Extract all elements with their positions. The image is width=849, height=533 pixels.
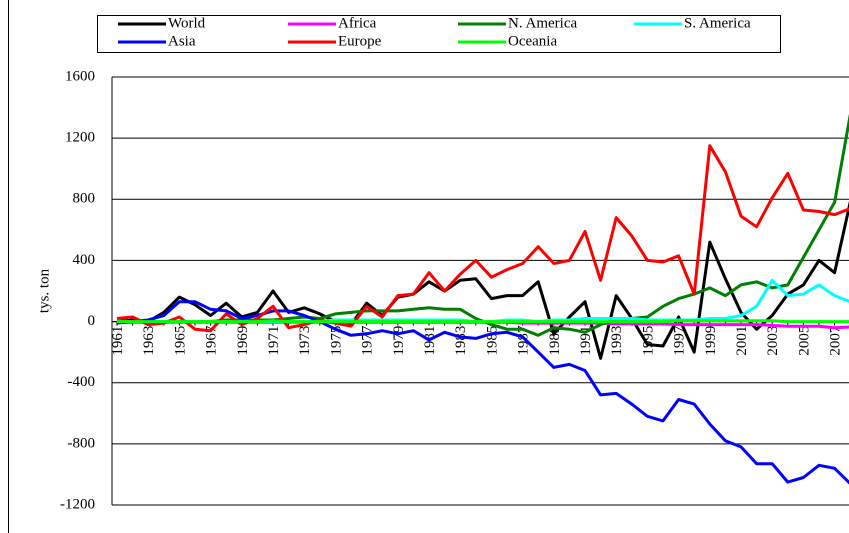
x-tick-label: 2001 [734,326,750,356]
y-tick-label: -400 [68,374,96,390]
y-axis-label: tys. ton [36,268,52,313]
y-tick-label: 1200 [65,130,95,146]
x-tick-label: 2005 [796,326,812,356]
y-tick-label: 400 [73,252,96,268]
x-tick-label: 1977 [360,325,376,356]
legend-label: Europe [338,33,382,49]
x-tick-label: 1971 [266,326,282,356]
y-tick-label: -1200 [60,496,95,512]
legend-label: S. America [684,15,751,31]
x-tick-label: 1973 [297,326,313,356]
x-tick-label: 1979 [391,326,407,356]
series-line [117,319,849,324]
x-tick-label: 1963 [141,326,157,356]
x-tick-label: 2003 [765,326,781,356]
x-tick-label: 1995 [640,326,656,356]
x-tick-label: 1985 [484,326,500,356]
x-tick-label: 1975 [328,326,344,356]
series-line [116,144,849,333]
series-line [116,300,849,485]
x-tick-label: 1969 [235,326,251,356]
x-tick-label: 1967 [204,325,220,356]
x-tick-label: 1999 [703,326,719,356]
legend-box [97,15,781,53]
x-tick-label: 1989 [547,326,563,356]
x-tick-label: 1961 [110,326,126,356]
y-tick-label: -800 [68,435,96,451]
x-tick-label: 2007 [828,325,844,356]
y-tick-label: 0 [88,313,96,329]
x-tick-label: 1965 [172,326,188,356]
legend-label: Africa [338,15,377,31]
y-tick-label: 800 [73,191,96,207]
series-line [117,114,849,337]
legend-label: Asia [168,33,196,49]
y-tick-label: 1600 [65,68,95,84]
x-tick-label: 1993 [609,326,625,356]
legend-label: N. America [508,15,577,31]
legend-label: World [168,15,206,31]
x-tick-label: 1997 [672,325,688,356]
legend-label: Oceania [508,33,557,49]
x-tick-label: 1983 [453,326,469,356]
